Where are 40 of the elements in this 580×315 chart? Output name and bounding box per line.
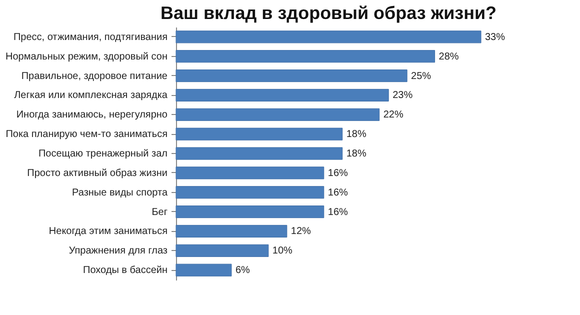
data-label: 16%: [328, 187, 348, 198]
data-label: 12%: [290, 226, 312, 238]
data-label: 33%: [485, 32, 506, 43]
bar: [176, 264, 232, 276]
y-tick-label: Походы в бассейн: [83, 265, 168, 276]
bar: [176, 224, 288, 238]
y-tick-label: Упражнения для глаз: [68, 246, 168, 257]
bar: [176, 50, 436, 63]
y-tick-label: Нормальных режим, здоровый сон: [6, 51, 168, 62]
data-label: 16%: [328, 168, 348, 179]
y-tick-label: Просто активный образ жизни: [27, 168, 168, 179]
bar: [176, 30, 482, 44]
data-label: 23%: [392, 90, 413, 102]
y-tick-label: Посещаю тренажерный зал: [38, 148, 168, 160]
y-tick-label: Разные виды спорта: [72, 187, 168, 198]
bar: [176, 147, 343, 160]
data-label: 22%: [383, 110, 404, 121]
data-label: 18%: [346, 129, 366, 140]
data-label: 16%: [328, 206, 348, 218]
y-tick-label: Пресс, отжимания, подтягивания: [13, 32, 168, 43]
y-tick-label: Легкая или комплексная зарядка: [14, 90, 168, 102]
y-tick-label: Пока планирую чем-то заниматься: [6, 129, 168, 140]
bar: [176, 128, 343, 140]
bar: [176, 166, 324, 180]
data-label: 28%: [438, 51, 459, 62]
y-tick-label: Правильное, здоровое питание: [21, 70, 168, 82]
data-label: 10%: [272, 246, 293, 257]
y-tick-label: Некогда этим заниматься: [48, 226, 168, 238]
data-label: 18%: [346, 148, 366, 160]
bar: [176, 244, 269, 257]
data-label: 6%: [235, 265, 250, 276]
y-tick-label: Иногда занимаюсь, нерегулярно: [16, 110, 168, 121]
bar: [176, 186, 324, 199]
bar: [176, 206, 324, 218]
y-tick-label: Бег: [152, 206, 168, 218]
data-label: 25%: [411, 70, 432, 82]
bar: [176, 88, 389, 102]
bar: [176, 108, 380, 121]
bar: [176, 70, 408, 82]
chart-title: Ваш вклад в здоровый образ жизни?: [160, 3, 497, 23]
